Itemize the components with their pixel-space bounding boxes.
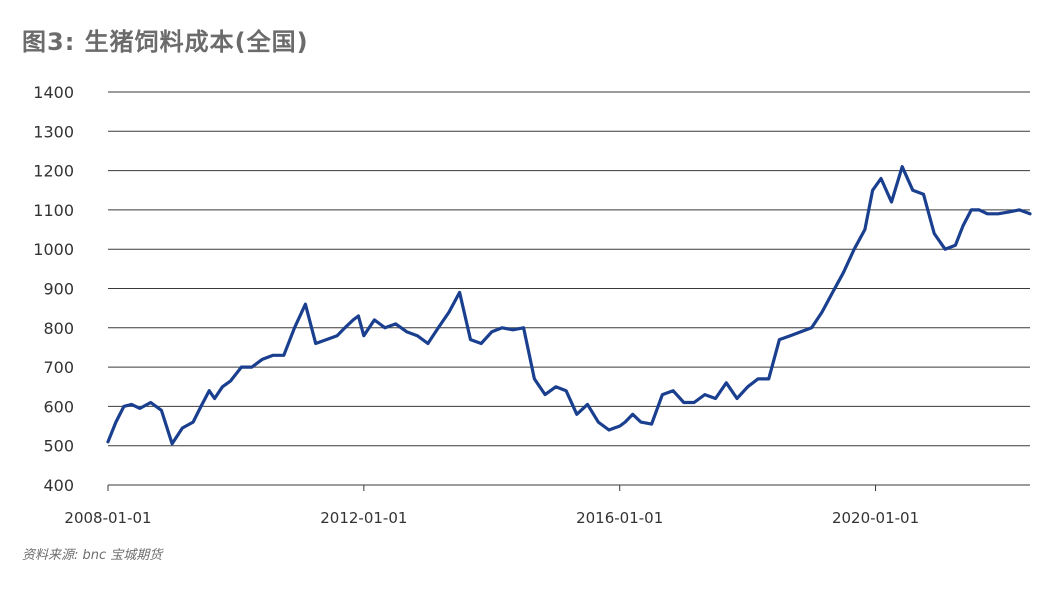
x-axis: 2008-01-01 2012-01-01 2016-01-01 2020-01-01	[64, 485, 919, 527]
source-note: 资料来源: bnc 宝城期货	[22, 548, 163, 563]
y-tick-label: 1100	[33, 201, 74, 220]
x-tick-label: 2012-01-01	[320, 509, 407, 527]
gridlines	[108, 91, 1030, 486]
y-tick-label: 1200	[33, 162, 74, 181]
y-tick-label: 400	[43, 476, 74, 495]
y-tick-label: 800	[43, 319, 74, 338]
x-tick-label: 2008-01-01	[64, 509, 151, 527]
series-group	[106, 165, 1032, 446]
y-tick-label: 1400	[33, 83, 74, 102]
series-line-0	[106, 165, 1032, 446]
y-axis-ticks: 400 500 600 700 800 900 1000 1100 1200 1300 1400	[33, 83, 74, 495]
y-tick-label: 1000	[33, 240, 74, 259]
y-tick-label: 900	[43, 280, 74, 299]
x-tick-label: 2020-01-01	[832, 509, 919, 527]
y-tick-label: 700	[43, 358, 74, 377]
page-title: 图3: 生猪饲料成本(全国)	[22, 28, 309, 56]
y-tick-label: 1300	[33, 122, 74, 141]
x-tick-label: 2016-01-01	[576, 509, 663, 527]
y-tick-label: 500	[43, 437, 74, 456]
y-tick-label: 600	[43, 397, 74, 416]
